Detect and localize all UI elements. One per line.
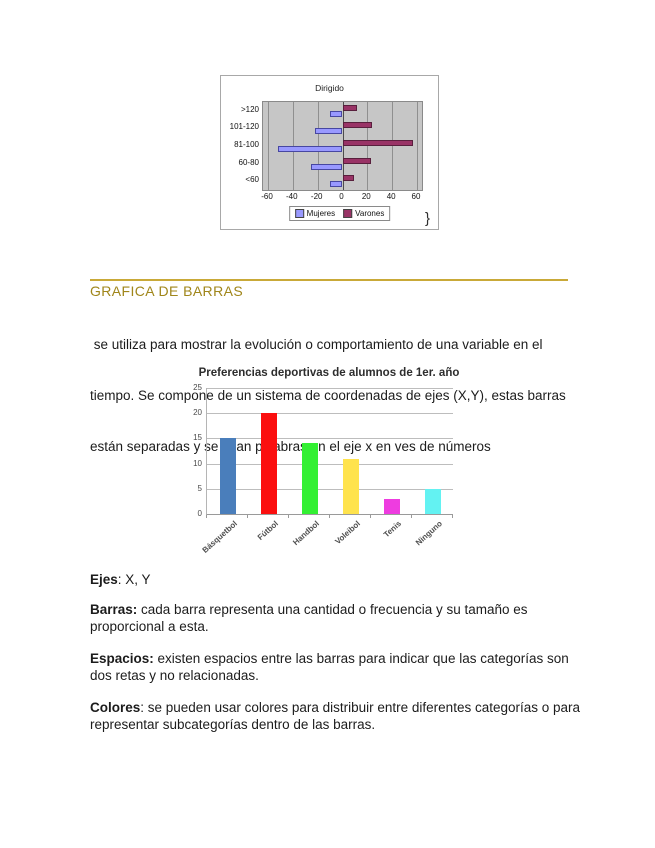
intro-line: tiempo. Se compone de un sistema de coor… [90, 388, 566, 403]
x-axis-tick-mark [288, 515, 289, 518]
y-axis-tick-label: 0 [197, 509, 202, 518]
x-axis-tick-label: 60 [411, 192, 421, 201]
mujeres-bar [311, 163, 343, 170]
definition-ejes: Ejes: X, Y [90, 571, 582, 588]
gridline [367, 102, 369, 190]
mujeres-bar [330, 181, 343, 188]
gridline [417, 102, 418, 190]
x-axis-tick-label: 20 [361, 192, 371, 201]
definition-text: existen espacios entre las barras para i… [153, 651, 569, 666]
varones-bar [342, 122, 373, 129]
chart-plot-area [262, 101, 423, 191]
gridline [207, 388, 453, 389]
intro-paragraph: se utiliza para mostrar la evolución o c… [90, 302, 582, 489]
x-axis-tick-mark [206, 515, 207, 518]
legend-swatch [343, 209, 353, 218]
category-label: 60-80 [238, 157, 259, 167]
definition-text-line2: dos retas y no relacionadas. [90, 668, 259, 683]
chart-bar [342, 458, 359, 514]
x-axis-tick-mark [329, 515, 330, 518]
y-axis-tick-label: 15 [193, 433, 202, 443]
x-axis-tick-mark [411, 515, 412, 518]
definition-term: Espacios: [90, 651, 154, 666]
varones-bar [342, 175, 354, 182]
mujeres-bar [277, 146, 343, 152]
gridline [392, 102, 394, 190]
varones-bar [342, 140, 414, 146]
x-axis-tick-mark [247, 515, 248, 518]
definition-text: cada barra representa una cantidad o fre… [137, 602, 528, 617]
chart-plot-area [206, 388, 453, 515]
chart-bar [260, 413, 277, 514]
definition-text-line2: representar subcategorías dentro de las … [90, 717, 376, 732]
definition-colores: Colores: se pueden usar colores para dis… [90, 699, 582, 733]
gridline [342, 102, 344, 190]
gridline [207, 463, 453, 465]
population-pyramid-chart: Dirigido >120 101-120 81-100 60-80 <60 -60 -4… [220, 75, 439, 230]
category-label: 101-120 [229, 122, 259, 132]
mujeres-bar [330, 110, 343, 117]
intro-line: se utiliza para mostrar la evolución o c… [90, 337, 543, 352]
category-label: >120 [240, 104, 259, 114]
gridline [268, 102, 269, 190]
chart-bar [424, 488, 441, 514]
x-axis-tick-label: 40 [386, 192, 396, 201]
legend-swatch [294, 209, 304, 218]
varones-bar [342, 157, 372, 164]
category-label: 81-100 [234, 140, 259, 149]
definition-text: : X, Y [117, 572, 151, 587]
x-axis-tick-label: -60 [261, 192, 273, 201]
category-label: <60 [245, 175, 259, 185]
definition-term: Ejes [90, 572, 118, 587]
y-axis-tick-label: 5 [197, 483, 202, 493]
x-axis-tick-mark [452, 515, 453, 518]
y-axis-tick-label: 25 [193, 383, 202, 392]
mujeres-bar [315, 128, 343, 135]
x-axis-tick-label: 0 [339, 192, 344, 201]
sports-bar-chart: Preferencias deportivas de alumnos de 1e… [188, 365, 470, 563]
gridline [207, 488, 453, 490]
legend-item: Mujeres [294, 209, 336, 218]
definition-barras: Barras: cada barra representa una cantid… [90, 601, 582, 635]
chart-bar [383, 498, 400, 514]
definition-espacios: Espacios: existen espacios entre las bar… [90, 650, 582, 684]
section-heading: GRAFICA DE BARRAS [90, 283, 244, 299]
gridline [207, 438, 453, 440]
x-axis-tick-label: -40 [286, 192, 298, 201]
gridline [207, 413, 453, 415]
chart-bar [301, 443, 318, 514]
legend-label: Mujeres [306, 209, 336, 218]
y-axis-tick-label: 20 [193, 408, 202, 418]
definition-term: Colores [90, 700, 141, 715]
legend-item: Varones [343, 209, 384, 218]
x-axis-tick-mark [370, 515, 371, 518]
definition-text-line2: proporcional a esta. [90, 619, 209, 634]
definition-text: : se pueden usar colores para distribuir… [140, 700, 581, 715]
chart-bar [219, 438, 236, 514]
varones-bar [342, 104, 358, 111]
intro-line: están separadas y se usan palabras en el… [90, 439, 491, 454]
y-axis-tick-label: 10 [193, 458, 202, 468]
chart-legend: Mujeres Varones [288, 206, 391, 221]
chart-title: Dirigido [315, 83, 344, 93]
curly-brace-text: } [425, 210, 431, 227]
definition-term: Barras: [90, 602, 138, 617]
chart-title: Preferencias deportivas de alumnos de 1e… [198, 367, 460, 379]
heading-rule [90, 279, 568, 281]
legend-label: Varones [355, 209, 385, 218]
x-axis-tick-label: -20 [310, 192, 323, 201]
